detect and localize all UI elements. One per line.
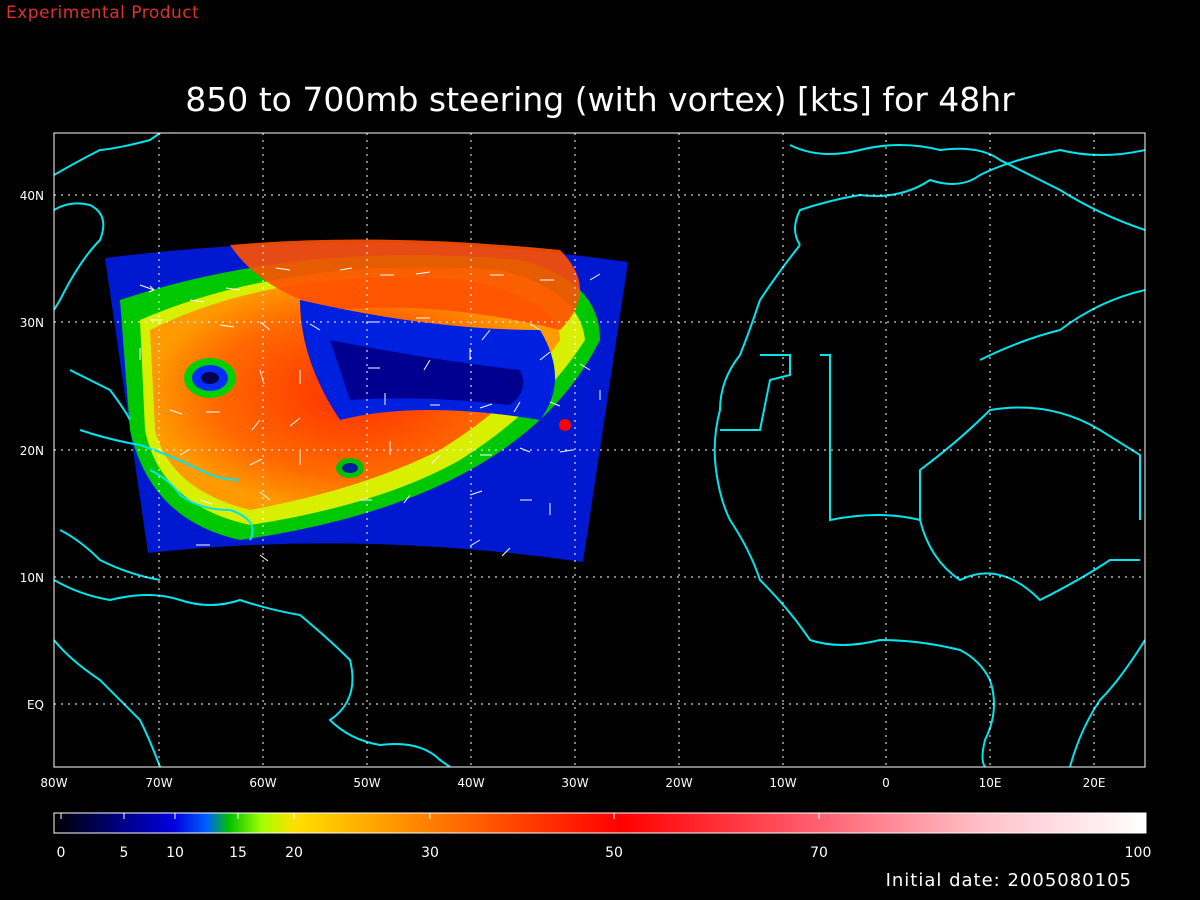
lat-tick: 30N [20,316,44,330]
colorbar-label: 20 [285,845,303,861]
steering-field [105,239,628,562]
experimental-product-label: Experimental Product [6,3,200,23]
lon-tick: 10E [979,776,1002,790]
colorbar-label: 70 [810,845,828,861]
lon-tick: 60W [249,776,276,790]
lon-tick: 20E [1083,776,1106,790]
colorbar-label: 5 [120,845,129,861]
colorbar-label: 10 [166,845,184,861]
lon-tick: 40W [457,776,484,790]
lat-axis: EQ 10N 20N 30N 40N [20,189,44,712]
lon-tick: 10W [769,776,796,790]
wind-arrows [139,267,601,562]
lon-tick: 20W [665,776,692,790]
colorbar-label: 15 [229,845,247,861]
lon-tick: 0 [882,776,890,790]
graticule [54,133,1145,767]
colorbar-label: 100 [1125,845,1152,861]
lon-tick: 30W [561,776,588,790]
lon-tick: 70W [145,776,172,790]
lon-tick: 80W [40,776,67,790]
colorbar [53,812,1147,834]
lat-tick: EQ [27,698,44,712]
colorbar-label: 30 [421,845,439,861]
chart-title: 850 to 700mb steering (with vortex) [kts… [185,80,1015,119]
lat-tick: 40N [20,189,44,203]
initial-date: Initial date: 2005080105 [885,870,1132,891]
lat-tick: 10N [20,571,44,585]
lat-tick: 20N [20,444,44,458]
lon-axis: 80W 70W 60W 50W 40W 30W 20W 10W 0 10E 20… [40,776,1105,790]
coastlines [54,133,1145,767]
lon-tick: 50W [353,776,380,790]
colorbar-labels: 0 5 10 15 20 30 50 70 100 [57,845,1152,861]
colorbar-label: 0 [57,845,66,861]
colorbar-ticks [60,813,1139,819]
colorbar-label: 50 [605,845,623,861]
